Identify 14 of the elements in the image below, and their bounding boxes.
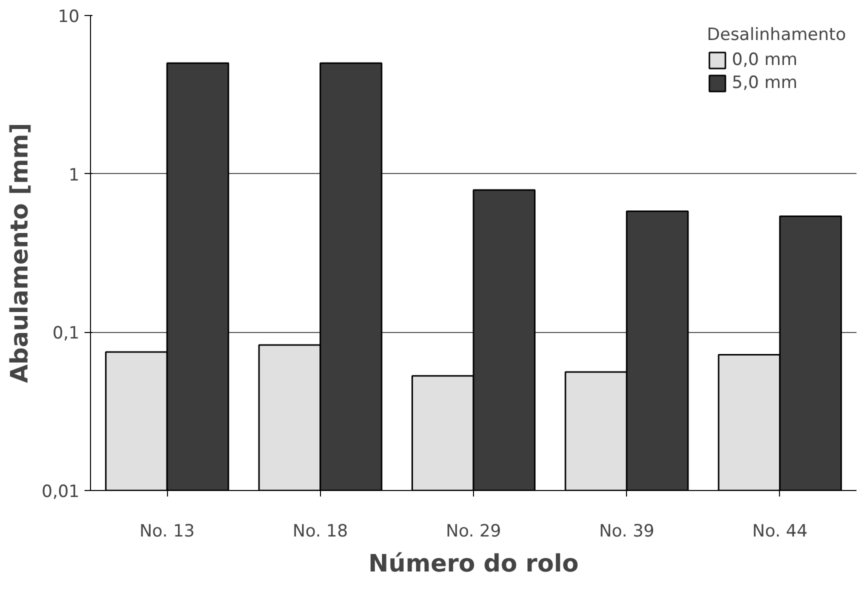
legend-title: Desalinhamento <box>706 25 846 45</box>
y-tick-label: 1 <box>68 165 80 186</box>
y-tick-label: 0,1 <box>52 324 80 344</box>
x-axis-title: Número do rolo <box>368 550 579 578</box>
legend-label: 0,0 mm <box>732 50 798 70</box>
x-tick-label: No. 18 <box>292 522 348 542</box>
y-axis-title: Abaulamento [mm] <box>6 122 34 384</box>
x-tick-label: No. 44 <box>752 522 808 542</box>
legend-label: 5,0 mm <box>732 73 798 93</box>
x-tick-label: No. 13 <box>139 522 195 542</box>
x-tick-label: No. 39 <box>599 522 654 542</box>
x-tick-label: No. 29 <box>446 522 502 542</box>
y-tick-label: 10 <box>58 7 80 27</box>
y-tick-label: 0,01 <box>42 482 80 502</box>
